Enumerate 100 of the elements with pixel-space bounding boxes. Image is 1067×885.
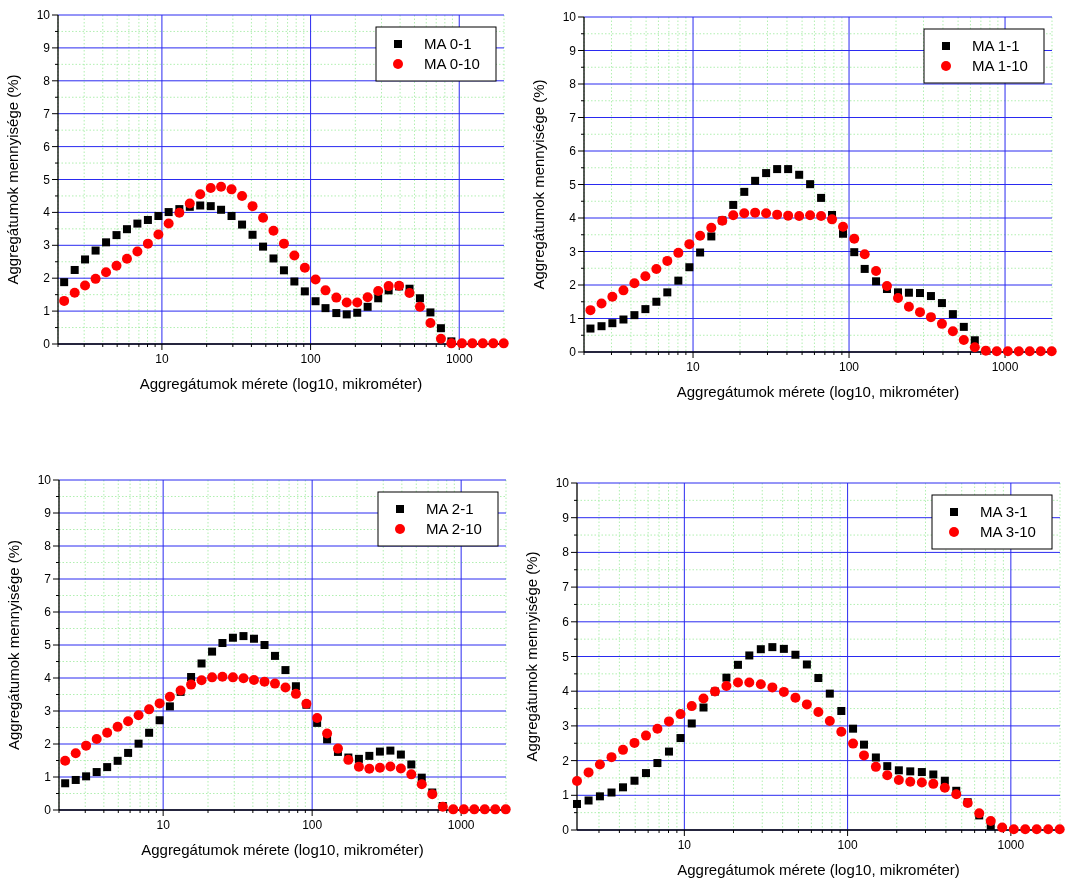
point xyxy=(597,322,606,331)
point xyxy=(406,769,417,780)
point xyxy=(216,181,227,192)
point xyxy=(187,673,196,682)
y-tick-label: 2 xyxy=(569,278,577,292)
point xyxy=(407,760,416,769)
point xyxy=(767,682,778,693)
point xyxy=(641,769,650,778)
y-tick-label: 10 xyxy=(37,473,52,487)
point xyxy=(226,184,237,195)
legend-label: MA 2-10 xyxy=(426,520,482,537)
point xyxy=(696,248,705,257)
point xyxy=(675,709,686,720)
point xyxy=(353,308,362,317)
point xyxy=(686,701,697,712)
y-tick-label: 8 xyxy=(569,77,577,91)
y-tick-label: 5 xyxy=(562,649,570,664)
y-tick-label: 0 xyxy=(569,345,577,359)
point xyxy=(342,310,351,319)
point xyxy=(991,346,1002,357)
point xyxy=(630,776,639,785)
point xyxy=(500,804,511,815)
point xyxy=(248,674,259,685)
point xyxy=(373,286,384,297)
point xyxy=(396,750,405,759)
point xyxy=(111,260,122,271)
point xyxy=(385,761,396,772)
point xyxy=(676,734,685,743)
point xyxy=(1002,346,1013,357)
point xyxy=(154,212,163,221)
y-tick-label: 1 xyxy=(569,311,577,326)
legend-label: MA 2-1 xyxy=(426,500,474,517)
point xyxy=(906,767,915,776)
point xyxy=(756,645,765,654)
point xyxy=(498,338,509,349)
point xyxy=(60,755,71,766)
point xyxy=(925,312,936,323)
x-tick-label: 100 xyxy=(302,818,323,832)
point xyxy=(706,222,717,233)
point xyxy=(722,673,731,682)
point xyxy=(132,246,143,257)
point xyxy=(435,333,446,344)
point xyxy=(448,804,459,815)
point xyxy=(903,301,914,312)
y-tick-label: 5 xyxy=(43,172,51,187)
point xyxy=(619,315,628,324)
point xyxy=(490,804,501,815)
y-tick-label: 6 xyxy=(44,605,52,619)
point xyxy=(653,759,662,768)
y-tick-label: 1 xyxy=(562,788,570,803)
point xyxy=(806,180,815,189)
y-tick-label: 7 xyxy=(569,110,577,125)
point xyxy=(248,230,257,239)
point xyxy=(773,165,782,174)
point xyxy=(959,322,968,331)
point xyxy=(278,238,289,249)
point xyxy=(1054,824,1065,835)
point xyxy=(142,238,153,249)
point xyxy=(164,208,173,217)
point xyxy=(364,763,375,774)
point xyxy=(640,730,651,741)
point xyxy=(426,308,435,317)
y-tick-label: 9 xyxy=(562,510,570,525)
point xyxy=(341,297,352,308)
point xyxy=(790,692,801,703)
point xyxy=(206,202,215,211)
y-tick-label: 9 xyxy=(569,43,577,58)
y-axis-title: Aggregátumok mennyisége (%) xyxy=(523,551,540,762)
point xyxy=(871,265,882,276)
point xyxy=(768,643,777,652)
y-tick-label: 8 xyxy=(562,545,570,560)
y-tick-label: 5 xyxy=(44,638,52,652)
point xyxy=(761,208,772,219)
point xyxy=(929,770,938,779)
point xyxy=(196,201,205,210)
y-tick-label: 1 xyxy=(43,304,51,319)
y-tick-label: 9 xyxy=(43,40,51,55)
point xyxy=(112,231,121,240)
point xyxy=(870,761,881,772)
point xyxy=(1013,346,1024,357)
point xyxy=(795,170,804,179)
point xyxy=(707,232,716,241)
point xyxy=(883,762,892,771)
point xyxy=(881,281,892,292)
point xyxy=(228,633,237,642)
point xyxy=(414,301,425,312)
point xyxy=(1024,346,1035,357)
point xyxy=(651,263,662,274)
point xyxy=(71,775,80,784)
point xyxy=(607,788,616,797)
point xyxy=(259,676,270,687)
point xyxy=(618,744,629,755)
point xyxy=(784,165,793,174)
y-tick-label: 3 xyxy=(44,704,52,718)
point xyxy=(123,716,134,727)
point xyxy=(573,799,581,808)
point xyxy=(416,779,427,790)
point xyxy=(174,207,185,218)
point xyxy=(849,724,858,733)
point xyxy=(91,246,100,255)
